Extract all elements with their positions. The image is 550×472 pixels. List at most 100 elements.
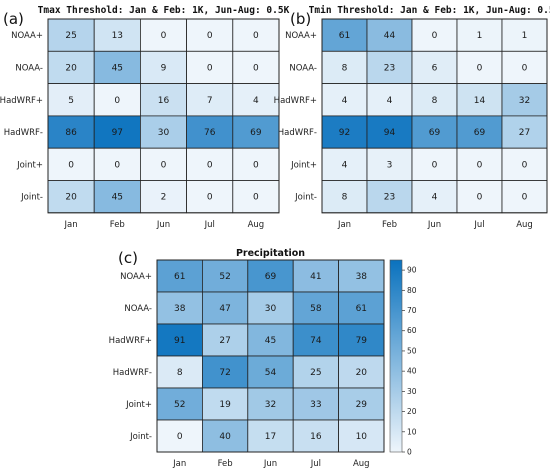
heatmap-cell (501, 115, 548, 149)
cell-value-label: 8 (432, 96, 438, 106)
heatmap-cell (456, 83, 503, 117)
cell-value-label: 45 (112, 193, 123, 203)
y-tick-label: NOAA- (15, 63, 43, 73)
heatmap-cell (201, 323, 249, 357)
cell-value-label: 23 (384, 193, 395, 203)
cell-value-label: 8 (342, 193, 348, 203)
heatmap-cell (411, 180, 458, 214)
cell-value-label: 13 (112, 31, 123, 41)
cell-value-label: 44 (384, 31, 396, 41)
x-tick-label: Jul (204, 220, 215, 230)
x-tick-label: Jan (172, 459, 186, 469)
cell-value-label: 91 (174, 336, 185, 346)
cell-value-label: 3 (387, 160, 393, 170)
heatmap-frame (156, 259, 385, 453)
chart-title: Tmax Threshold: Jan & Feb: 1K, Jun-Aug: … (38, 5, 290, 16)
cell-value-label: 8 (342, 63, 348, 73)
heatmap-cell (411, 115, 458, 149)
cell-value-label: 14 (474, 96, 486, 106)
heatmap-frame (321, 18, 548, 214)
heatmap-cell (338, 419, 385, 453)
cell-value-label: 8 (177, 368, 183, 378)
cell-value-label: 52 (219, 272, 230, 282)
cell-value-label: 19 (219, 400, 231, 410)
heatmap-cell (501, 180, 548, 214)
y-tick-label: Joint- (20, 193, 43, 203)
cell-value-label: 0 (522, 63, 528, 73)
colorbar-tick-label: 30 (407, 387, 417, 396)
colorbar: 0 10 20 30 40 50 60 70 80 90 (389, 259, 417, 457)
y-tick-label: Joint- (294, 193, 317, 203)
cell-value-label: 7 (207, 96, 213, 106)
cell-value-label: 94 (384, 128, 396, 138)
x-tick-label: Feb (218, 459, 233, 469)
heatmap-cell (201, 419, 249, 453)
y-tick-label: HadWRF- (278, 128, 317, 138)
heatmap-cell (411, 83, 458, 117)
heatmap-cell (456, 147, 503, 181)
panel-label: (b) (290, 10, 311, 28)
x-tick-label: Jun (263, 459, 277, 469)
y-tick-label: NOAA- (289, 63, 317, 73)
heatmap-cell (93, 115, 141, 149)
heatmap-cell (366, 147, 413, 181)
heatmap-cell (321, 18, 368, 52)
cell-value-label: 4 (432, 193, 438, 203)
cell-value-label: 0 (253, 31, 259, 41)
cell-value-label: 92 (339, 128, 350, 138)
heatmap-cell (366, 115, 413, 149)
cell-value-label: 0 (253, 63, 259, 73)
colorbar-tick-label: 70 (407, 306, 417, 315)
cell-value-label: 45 (112, 63, 123, 73)
cell-value-label: 27 (519, 128, 530, 138)
heatmap-cell (411, 50, 458, 84)
heatmap-cell (247, 291, 294, 325)
cell-value-label: 9 (161, 63, 167, 73)
cell-value-label: 40 (219, 432, 231, 442)
cell-value-label: 0 (207, 193, 213, 203)
cell-value-label: 4 (342, 96, 348, 106)
cell-value-label: 2 (161, 193, 167, 203)
heatmap-cell (456, 50, 503, 84)
heatmap-cell (139, 115, 187, 149)
cell-value-label: 0 (114, 96, 120, 106)
heatmap-cell (201, 355, 249, 389)
heatmap-cell (501, 147, 548, 181)
cell-value-label: 41 (310, 272, 321, 282)
cell-value-label: 30 (265, 304, 277, 314)
cell-value-label: 16 (158, 96, 170, 106)
heatmap-cell (232, 115, 280, 149)
cell-value-label: 0 (161, 160, 167, 170)
y-tick-label: HadWRF- (113, 368, 152, 378)
heatmap-panel-c: (c) Precipitation 61 52 69 41 38 38 47 30 58 61 91 27… (109, 248, 385, 469)
cell-value-label: 0 (477, 160, 483, 170)
colorbar-tick-label: 40 (407, 367, 417, 376)
heatmap-cell (156, 355, 203, 389)
colorbar-tick-label: 90 (407, 266, 417, 275)
cell-value-label: 23 (384, 63, 395, 73)
cell-value-label: 61 (356, 304, 367, 314)
cell-value-label: 0 (207, 160, 213, 170)
y-tick-label: HadWRF+ (274, 96, 317, 106)
heatmap-cell (201, 291, 249, 325)
y-tick-label: NOAA+ (285, 31, 317, 41)
cell-value-label: 1 (522, 31, 528, 41)
y-tick-label: Joint+ (290, 160, 317, 170)
cell-value-label: 6 (432, 63, 438, 73)
cell-value-label: 0 (177, 432, 183, 442)
cell-value-label: 0 (68, 160, 74, 170)
heatmap-cell (321, 83, 368, 117)
cell-value-label: 86 (65, 128, 77, 138)
cell-value-label: 97 (112, 128, 123, 138)
cell-value-label: 25 (310, 368, 321, 378)
panel-label: (c) (118, 249, 138, 267)
cell-value-label: 69 (429, 128, 441, 138)
cell-value-label: 4 (387, 96, 393, 106)
cell-value-label: 69 (250, 128, 262, 138)
cell-value-label: 58 (310, 304, 322, 314)
heatmap-cell (93, 83, 141, 117)
cell-value-label: 61 (339, 31, 350, 41)
cell-value-label: 69 (474, 128, 486, 138)
heatmap-cell (47, 147, 95, 181)
cell-value-label: 0 (432, 31, 438, 41)
